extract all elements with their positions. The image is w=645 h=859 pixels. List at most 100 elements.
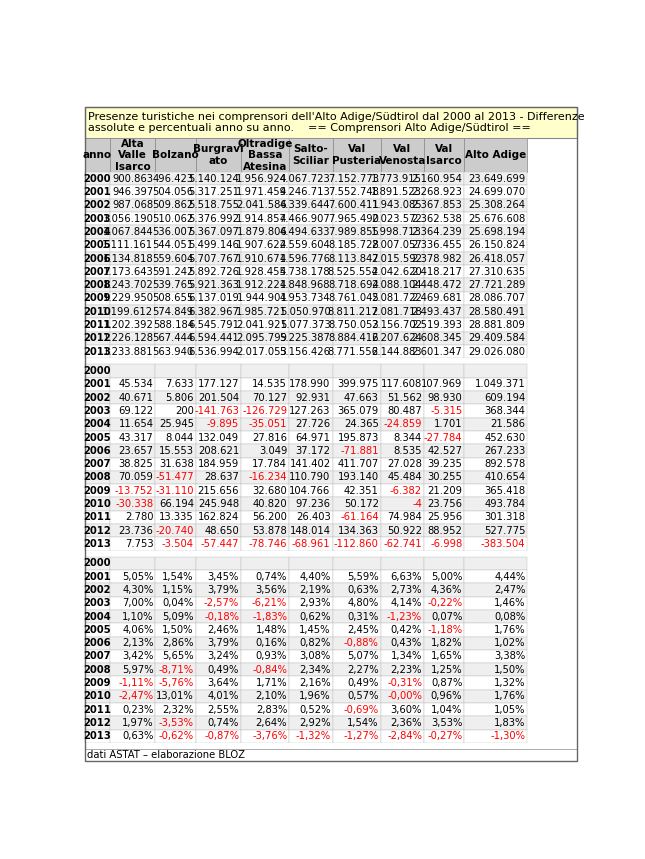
Bar [289,319,333,332]
Bar [84,265,110,278]
Text: 92.931: 92.931 [295,393,330,403]
Text: 1.879.806: 1.879.806 [237,227,287,237]
Text: 2.042.620: 2.042.620 [372,267,422,277]
Text: 70.059: 70.059 [119,472,154,483]
Bar [333,186,381,198]
Text: 2.156.702: 2.156.702 [371,320,422,330]
Text: 28.637: 28.637 [204,472,239,483]
Bar [196,610,241,624]
Bar [333,345,381,358]
Text: 2.519.393: 2.519.393 [412,320,462,330]
Bar [110,265,155,278]
Text: 5.367.097: 5.367.097 [188,227,239,237]
Bar [110,524,155,537]
Bar [196,444,241,458]
Text: -0,00%: -0,00% [387,691,422,701]
Bar [241,510,289,524]
Bar [196,649,241,663]
Text: 132.049: 132.049 [198,433,239,442]
Bar [84,524,110,537]
Bar [289,524,333,537]
Text: 0,52%: 0,52% [299,704,330,715]
Bar [464,444,528,458]
Bar [110,484,155,497]
Bar [424,676,464,690]
Bar [241,676,289,690]
Text: 0,23%: 0,23% [122,704,154,715]
Bar [84,663,110,676]
Bar [333,405,381,417]
Text: -0,69%: -0,69% [344,704,379,715]
Text: 193.140: 193.140 [337,472,379,483]
Text: 21.586: 21.586 [490,419,525,430]
Bar [241,405,289,417]
Bar [289,597,333,610]
Text: 8.884.416: 8.884.416 [328,333,379,344]
Text: 7.152.773: 7.152.773 [328,174,379,184]
Bar [424,624,464,637]
Bar [84,332,110,345]
Text: 1.956.924: 1.956.924 [236,174,287,184]
Bar [196,624,241,637]
Text: dati ASTAT – elaborazione BLOZ: dati ASTAT – elaborazione BLOZ [86,750,244,760]
Bar [110,444,155,458]
Text: -0,84%: -0,84% [252,665,287,674]
Bar [381,345,424,358]
Bar [196,332,241,345]
Bar [196,557,241,570]
Bar [84,716,110,729]
Bar [381,198,424,212]
Text: 1,65%: 1,65% [431,651,462,661]
Text: Presenze turistiche nei comprensori dell'Alto Adige/Südtirol dal 2000 al 2013 - : Presenze turistiche nei comprensori dell… [88,112,584,133]
Text: 4,30%: 4,30% [122,585,154,595]
Text: -30.338: -30.338 [115,499,154,509]
Bar [84,690,110,703]
Bar [424,265,464,278]
Text: 2,32%: 2,32% [163,704,193,715]
Text: -141.763: -141.763 [194,406,239,416]
Bar [289,444,333,458]
Bar [110,225,155,239]
Text: 29.409.584: 29.409.584 [468,333,525,344]
Bar [333,690,381,703]
Text: 1,83%: 1,83% [494,718,525,728]
Text: -1,32%: -1,32% [295,731,330,741]
Bar [333,292,381,305]
Text: 0,74%: 0,74% [208,718,239,728]
Bar [155,444,196,458]
Text: 5.140.124: 5.140.124 [188,174,239,184]
Bar [464,471,528,484]
Text: 2006: 2006 [84,638,111,649]
Bar [241,703,289,716]
Text: 1,54%: 1,54% [163,572,193,582]
Text: -0,22%: -0,22% [427,598,462,608]
Text: 215.656: 215.656 [197,485,239,496]
Text: -1,18%: -1,18% [427,624,462,635]
Bar [333,649,381,663]
Bar [196,319,241,332]
Bar [110,364,155,378]
Bar [241,252,289,265]
Text: 2.088.104: 2.088.104 [372,280,422,290]
Text: 6,63%: 6,63% [390,572,422,582]
Bar [381,610,424,624]
Bar [289,676,333,690]
Bar [424,537,464,551]
Text: 8.811.217: 8.811.217 [328,307,379,317]
Text: 2012: 2012 [84,526,112,536]
Bar [289,637,333,649]
Bar [241,378,289,391]
Bar [155,458,196,471]
Text: 0,08%: 0,08% [494,612,525,622]
Bar [464,345,528,358]
Text: 1,25%: 1,25% [431,665,462,674]
Text: 141.402: 141.402 [290,460,330,469]
Text: 28.580.491: 28.580.491 [468,307,525,317]
Bar [289,729,333,743]
Text: 509.862: 509.862 [152,200,194,210]
Bar [110,212,155,225]
Text: 4.466.907: 4.466.907 [280,214,330,223]
Bar [333,610,381,624]
Bar [241,537,289,551]
Text: 28.086.707: 28.086.707 [468,294,525,303]
